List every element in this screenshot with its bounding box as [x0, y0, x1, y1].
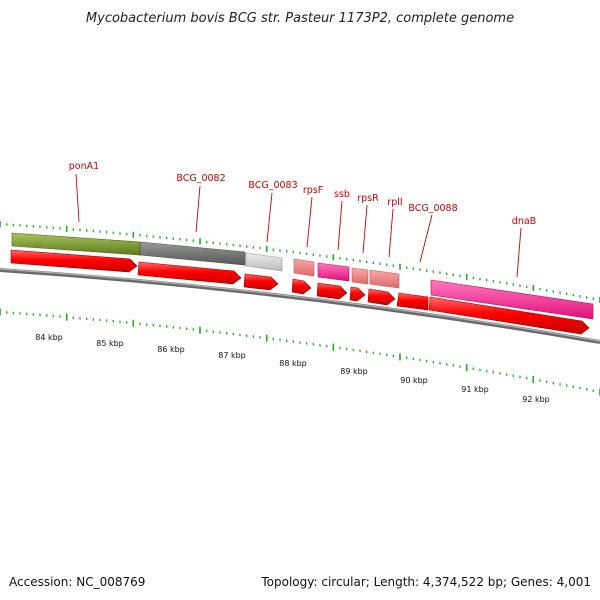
- gene-label-dnab: dnaB: [512, 216, 536, 227]
- genome-stats-text: Topology: circular; Length: 4,374,522 bp…: [260, 575, 591, 589]
- cds-arrow-pona1: [10, 249, 138, 273]
- leader-line: [362, 204, 368, 254]
- scale-label: 92 kbp: [522, 395, 550, 404]
- genome-backbone: [0, 268, 600, 344]
- scale-label: 89 kbp: [340, 367, 368, 376]
- scale-label: 84 kbp: [35, 333, 63, 342]
- class-block-bcg0082: [139, 241, 246, 266]
- gene-labels: ponA1 BCG_0082 BCG_0083 rpsF ssb rpsR rp…: [69, 161, 536, 227]
- inner-tick-ring: [0, 221, 600, 303]
- cds-arrow-bcg0088: [396, 292, 429, 311]
- scale-label: 86 kbp: [157, 345, 185, 354]
- leader-line: [516, 227, 522, 278]
- class-block-dnab: [430, 279, 594, 320]
- leader-line: [306, 196, 313, 248]
- gene-label-bcg0082: BCG_0082: [176, 173, 225, 184]
- class-block-rpli: [369, 269, 400, 289]
- class-block-rpsr: [351, 267, 369, 285]
- cds-arrow-ssb: [316, 282, 348, 300]
- cds-arrow-rpli: [367, 288, 396, 306]
- scale-labels: 84 kbp 85 kbp 86 kbp 87 kbp 88 kbp 89 kb…: [35, 333, 550, 404]
- class-block-ssb: [317, 262, 350, 282]
- gene-label-rpsr: rpsR: [357, 193, 379, 204]
- accession-text: Accession: NC_008769: [9, 575, 145, 589]
- leader-line: [195, 185, 201, 233]
- leader-line: [419, 214, 433, 263]
- scale-label: 87 kbp: [218, 351, 246, 360]
- gene-label-rpli: rplI: [387, 197, 402, 208]
- scale-label: 90 kbp: [400, 376, 428, 385]
- gene-label-bcg0088: BCG_0088: [408, 203, 457, 214]
- genome-backbone-highlight: [0, 268, 600, 342]
- functional-class-track: [11, 232, 594, 320]
- class-block-rpsf: [293, 258, 315, 277]
- cds-arrow-rpsr: [349, 286, 366, 302]
- class-block-bcg0083: [245, 252, 283, 272]
- outer-tick-ring: [0, 308, 600, 396]
- scale-label: 85 kbp: [96, 339, 124, 348]
- cds-arrow-bcg0082: [137, 261, 242, 285]
- leader-line: [388, 208, 394, 258]
- gene-label-pona1: ponA1: [69, 161, 99, 172]
- scale-label: 88 kbp: [279, 359, 307, 368]
- cds-track: [10, 249, 590, 335]
- gene-label-ssb: ssb: [334, 189, 350, 200]
- cds-arrow-dnab: [428, 296, 590, 335]
- gene-label-rpsf: rpsF: [303, 185, 323, 196]
- gene-label-leaders: [75, 173, 522, 278]
- leader-line: [337, 200, 343, 251]
- leader-line: [75, 173, 80, 223]
- map-title: Mycobacterium bovis BCG str. Pasteur 117…: [86, 11, 514, 26]
- scale-label: 91 kbp: [461, 385, 489, 394]
- cds-arrow-rpsf: [291, 278, 312, 295]
- gene-label-bcg0083: BCG_0083: [248, 180, 297, 191]
- cds-arrow-bcg0083: [243, 273, 279, 291]
- leader-line: [266, 192, 273, 243]
